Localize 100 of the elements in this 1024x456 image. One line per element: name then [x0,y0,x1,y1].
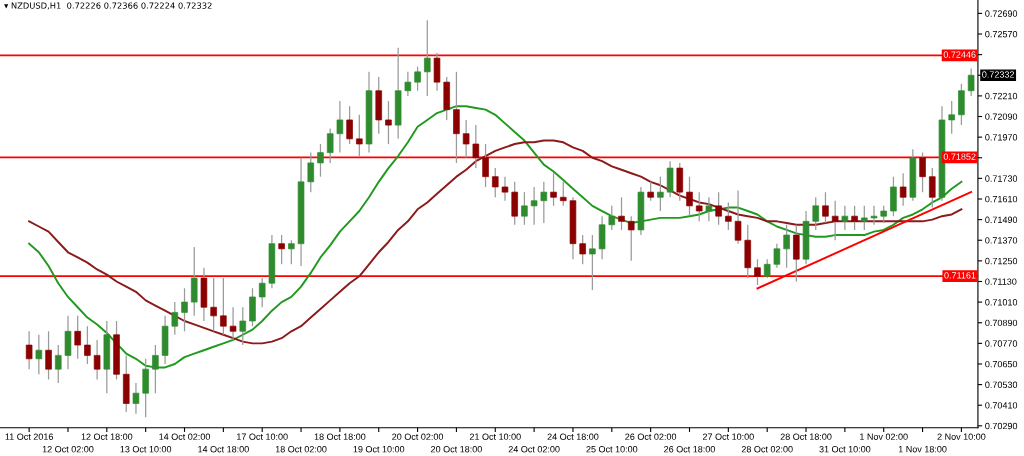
candlestick [258,277,266,308]
candlestick [501,176,509,202]
candlestick [919,151,926,193]
y-tick-label: 0.72690 [985,10,1018,17]
candlestick [841,205,849,231]
candlestick [899,172,907,207]
y-tick-label: 0.72570 [985,30,1018,38]
candlestick [404,71,412,97]
candlestick [336,100,344,154]
x-tick-label: 24 Oct 02:00 [508,446,560,453]
candlestick [695,191,703,222]
candlestick [948,100,955,135]
y-tick-label: 0.71490 [985,216,1018,223]
candlestick [725,201,732,231]
candlestick [45,330,52,381]
candlestick [657,176,664,212]
candlestick [414,66,421,92]
y-tick-label: 0.71730 [985,175,1018,182]
candlestick [589,234,596,291]
ref-line-label: 0.72446 [943,51,976,58]
candlestick [55,344,62,384]
candlestick [317,143,324,178]
candlestick [530,186,538,226]
candlestick [152,344,159,394]
candlestick [831,200,839,241]
candlestick [763,258,771,279]
candlestick [812,196,820,231]
y-tick-label: 0.70290 [985,422,1018,430]
x-tick-label: 20 Oct 18:00 [431,446,482,453]
ref-line-label: 0.71852 [943,153,976,160]
ref-line-label: 0.71161 [944,272,976,279]
x-tick-label: 26 Oct 18:00 [664,446,715,453]
x-tick-label: 20 Oct 02:00 [392,433,444,440]
candlestick [93,339,101,381]
candlestick [424,19,431,97]
candlestick [608,205,616,231]
candlestick [773,243,781,269]
candlestick [239,306,247,346]
x-tick-label: 13 Oct 10:00 [120,446,172,453]
candlestick [627,215,635,262]
candlestick [559,181,567,207]
candlestick [288,239,295,265]
y-tick-label: 0.72210 [985,92,1018,100]
candlestick [307,151,315,193]
y-tick-label: 0.70890 [985,319,1018,327]
x-tick-label: 2 Nov 10:00 [937,433,986,440]
candlestick [326,127,334,164]
candlestick [229,306,237,341]
x-tick-label: 11 Oct 2016 [5,433,53,440]
y-tick-label: 0.71610 [985,195,1018,203]
y-tick-label: 0.70770 [985,340,1018,347]
y-tick-label: 0.71010 [985,299,1018,306]
candlestick [579,234,586,265]
candlestick [851,205,858,231]
candlestick [647,181,654,202]
candlestick [462,119,470,159]
candlestick [822,191,829,224]
candlestick [132,382,140,415]
candlestick [74,315,81,360]
y-tick-label: 0.72090 [985,113,1018,120]
y-tick-label: 0.70530 [985,381,1018,388]
candlestick [929,167,936,209]
candlestick [967,67,975,97]
y-tick-label: 0.70410 [985,402,1018,409]
x-tick-label: 18 Oct 18:00 [314,433,366,440]
x-tick-label: 12 Oct 02:00 [42,446,94,453]
candlestick [550,172,557,207]
y-tick-label: 0.71370 [985,237,1018,244]
x-tick-label: 24 Oct 18:00 [547,433,599,440]
candlestick [472,124,480,169]
candlestick [385,100,392,145]
candlestick [25,330,33,370]
y-tick-label: 0.71130 [985,278,1017,285]
candlestick [171,301,179,336]
candlestick [521,191,528,226]
x-tick-label: 27 Oct 10:00 [702,433,754,440]
candlestick [84,325,91,365]
x-tick-label: 28 Oct 02:00 [741,446,793,453]
x-tick-label: 1 Nov 18:00 [898,446,947,453]
candlestick [492,167,499,198]
x-tick-label: 31 Oct 10:00 [819,446,871,453]
x-tick-label: 14 Oct 02:00 [159,433,211,440]
x-tick-label: 26 Oct 02:00 [625,433,677,440]
x-tick-label: 1 Nov 02:00 [860,433,908,440]
candlestick [482,143,489,188]
candlestick [705,196,713,222]
x-tick-label: 18 Oct 02:00 [275,446,327,453]
x-tick-label: 19 Oct 10:00 [353,446,405,453]
candlestick [181,287,188,332]
candlestick [278,234,285,265]
candlestick [220,277,227,336]
y-tick-label: 0.71250 [985,257,1018,265]
x-tick-label: 21 Oct 10:00 [469,433,521,440]
chart-title: ▾ NZDUSD,H1 0.72226 0.72366 0.72224 0.72332 [4,2,212,10]
y-tick-label: 0.71970 [985,134,1018,141]
candlestick [754,258,761,286]
candlestick [210,277,217,332]
candlestick [356,114,363,157]
y-tick-label: 0.70650 [985,360,1018,368]
candlestick [870,205,878,226]
